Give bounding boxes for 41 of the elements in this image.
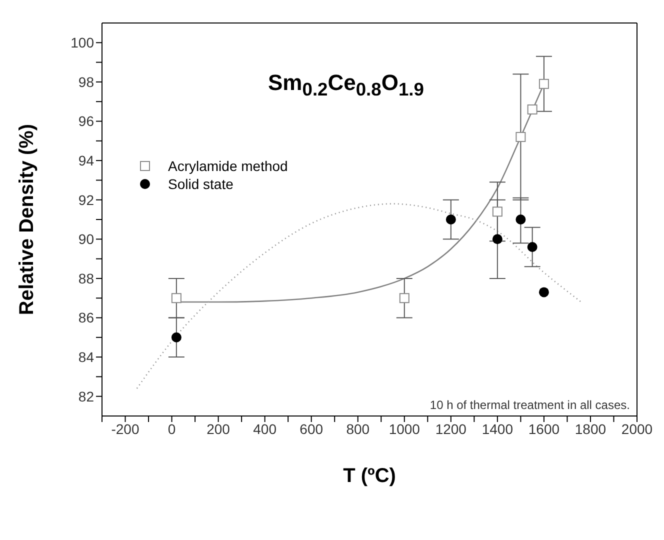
- x-tick-label: 200: [206, 420, 230, 437]
- x-tick-label: 1000: [388, 420, 420, 437]
- y-tick-label: 94: [78, 152, 94, 169]
- y-tick-label: 92: [78, 192, 94, 208]
- point: [527, 242, 538, 252]
- x-tick-label: -200: [111, 420, 140, 437]
- y-axis-title: Relative Density (%): [16, 124, 38, 316]
- x-tick-label: 1400: [482, 420, 514, 437]
- y-tick-label: 88: [78, 270, 94, 286]
- x-tick-label: 1200: [435, 420, 467, 437]
- y-tick-label: 90: [78, 231, 94, 248]
- point: [171, 332, 182, 342]
- point: [538, 78, 549, 89]
- annotation: 10 h of thermal treatment in all cases.: [430, 398, 630, 412]
- legend-label: Solid state: [168, 176, 234, 192]
- point: [171, 293, 182, 304]
- point: [399, 293, 410, 304]
- x-tick-label: 1800: [574, 420, 606, 437]
- point: [446, 214, 456, 224]
- point: [516, 214, 526, 224]
- point: [527, 104, 538, 114]
- point: [516, 132, 526, 142]
- x-tick-label: 400: [253, 420, 277, 437]
- line-series: [136, 203, 582, 390]
- y-tick-label: 100: [70, 34, 94, 51]
- x-tick-label: 1600: [528, 420, 560, 437]
- y-tick-label: 82: [78, 388, 94, 404]
- y-tick-label: 86: [78, 310, 94, 326]
- text: Sm$_{0.2}$Ce$_{0.8}$O$_{1.9}$: [268, 70, 424, 100]
- x-tick-label: 600: [300, 420, 324, 437]
- y-tick-label: 84: [78, 349, 94, 366]
- legend-label: Acrylamide method: [168, 158, 288, 174]
- y-tick-label: 96: [78, 113, 94, 130]
- x-tick-label: 2000: [621, 420, 653, 437]
- x-tick-label: 0: [168, 420, 176, 437]
- point: [492, 206, 502, 217]
- point: [538, 287, 549, 298]
- point: [492, 234, 502, 244]
- x-tick-label: 800: [346, 420, 370, 437]
- x-axis-title: T (ºC): [343, 465, 396, 487]
- y-tick-label: 98: [78, 74, 94, 90]
